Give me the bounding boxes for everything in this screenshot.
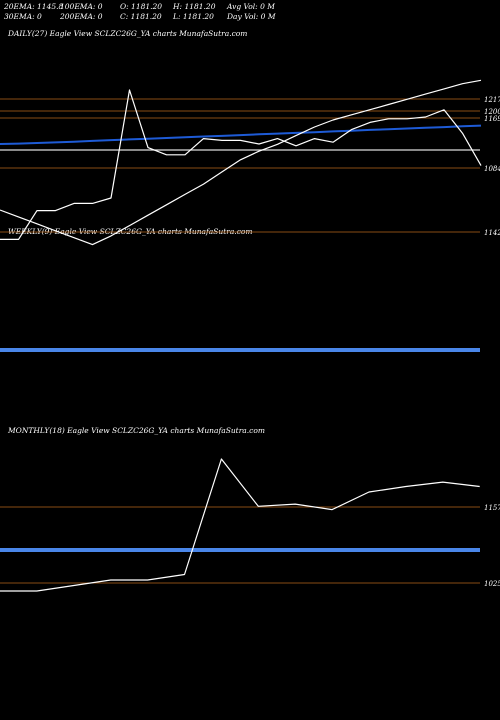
monthly-band [0, 548, 480, 552]
daily-price-line [0, 89, 482, 240]
ema20-readout: 20EMA: 1145.8 [4, 2, 64, 11]
daily-level-label: 1200 [484, 108, 500, 116]
open-readout: O: 1181.20 [120, 2, 163, 11]
daily-level-label: 1217 [484, 96, 500, 104]
avg-vol-readout: Avg Vol: 0 M [227, 2, 275, 11]
close-readout: C: 1181.20 [120, 12, 162, 21]
daily-level-label: 1169 [484, 115, 500, 123]
day-vol-readout: Day Vol: 0 M [227, 12, 276, 21]
low-readout: L: 1181.20 [173, 12, 214, 21]
weekly-panel-title: WEEKLY(9) Eagle View SCLZC26G_YA charts … [8, 227, 253, 236]
high-readout: H: 1181.20 [173, 2, 216, 11]
ema200-readout: 200EMA: 0 [60, 12, 103, 21]
daily-level-label: 1142 [484, 229, 500, 237]
daily-price-upper-line [0, 79, 482, 246]
ema100-readout: 100EMA: 0 [60, 2, 103, 11]
daily-panel-title: DAILY(27) Eagle View SCLZC26G_YA charts … [8, 29, 248, 38]
daily-ema-line [0, 124, 482, 145]
monthly-panel-title: MONTHLY(18) Eagle View SCLZC26G_YA chart… [8, 426, 265, 435]
daily-level-label: 1084 [484, 165, 500, 173]
monthly-level-label: 1157 [484, 504, 500, 512]
monthly-price-line [0, 458, 480, 592]
monthly-level-label: 1025 [484, 580, 500, 588]
weekly-band [0, 348, 480, 352]
ema30-readout: 30EMA: 0 [4, 12, 42, 21]
